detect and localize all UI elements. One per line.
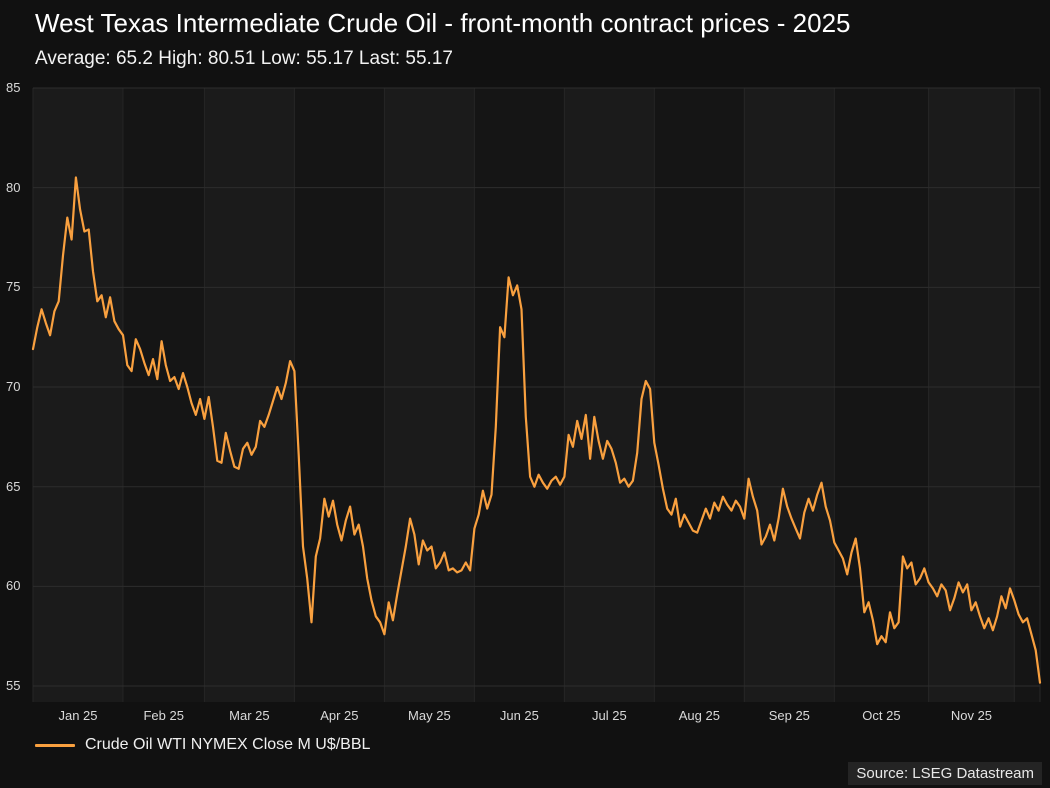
x-tick-label: Oct 25 xyxy=(862,708,901,723)
y-tick-label: 75 xyxy=(6,279,21,295)
y-tick-label: 80 xyxy=(6,179,21,195)
x-tick-label: Sep 25 xyxy=(768,708,810,723)
legend: Crude Oil WTI NYMEX Close M U$/BBL xyxy=(35,736,370,754)
chart-stats-line: Average: 65.2 High: 80.51 Low: 55.17 Las… xyxy=(35,48,453,69)
y-tick-label: 55 xyxy=(6,678,21,694)
x-tick-label: Mar 25 xyxy=(229,708,270,723)
x-tick-label: Nov 25 xyxy=(950,708,993,723)
x-tick-label: Feb 25 xyxy=(143,708,184,723)
x-tick-label: Aug 25 xyxy=(678,708,720,723)
x-tick-label: May 25 xyxy=(408,708,451,723)
y-tick-label: 65 xyxy=(6,478,21,494)
y-tick-label: 70 xyxy=(6,379,21,395)
y-tick-label: 60 xyxy=(6,578,21,594)
x-tick-label: Jul 25 xyxy=(591,708,627,723)
x-tick-label: Apr 25 xyxy=(320,708,359,723)
source-credit: Source: LSEG Datastream xyxy=(848,762,1042,785)
y-tick-label: 85 xyxy=(6,80,21,95)
legend-line-swatch xyxy=(35,743,75,747)
x-tick-label: Jan 25 xyxy=(58,708,98,723)
legend-label: Crude Oil WTI NYMEX Close M U$/BBL xyxy=(85,736,371,753)
chart-title: West Texas Intermediate Crude Oil - fron… xyxy=(35,8,851,38)
x-tick-label: Jun 25 xyxy=(499,708,539,723)
